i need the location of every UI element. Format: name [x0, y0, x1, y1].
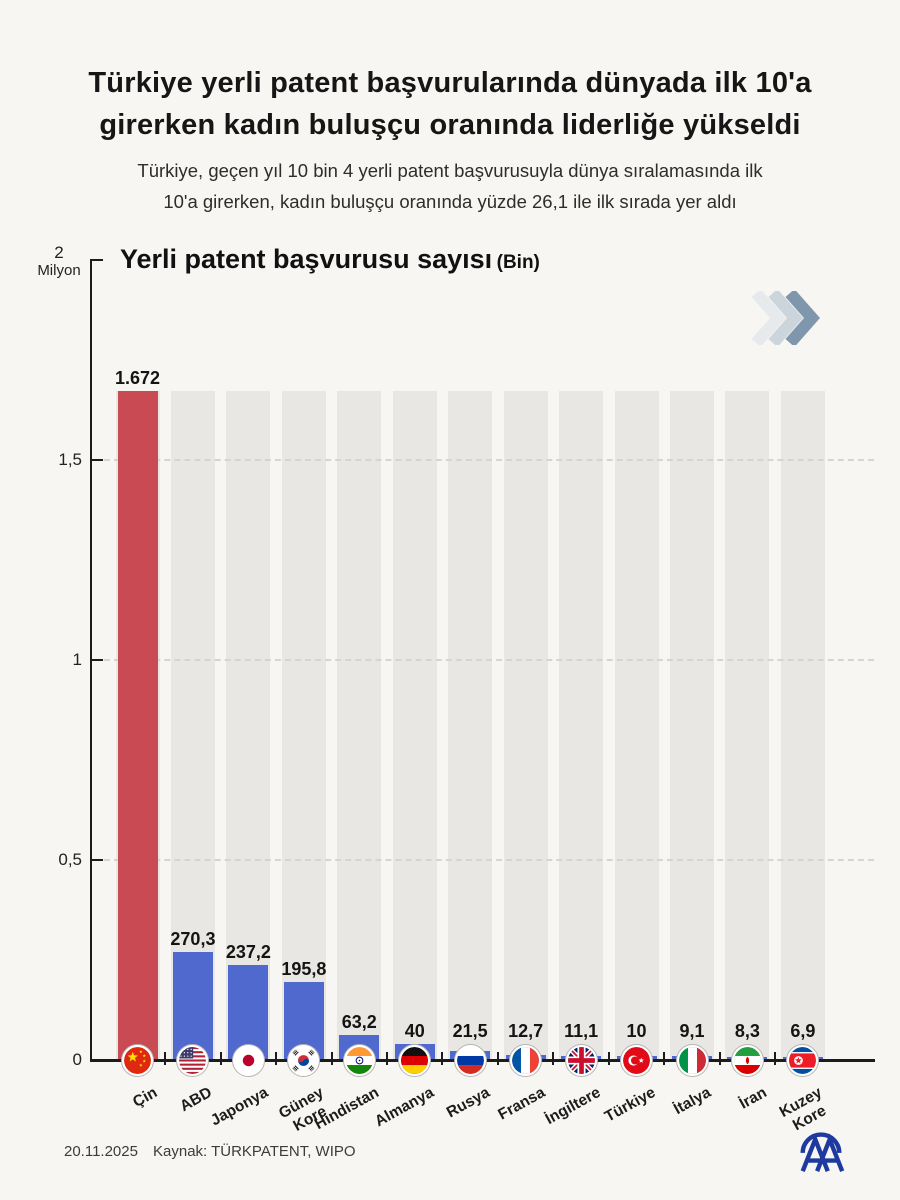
bar-value-label: 1.672 [114, 368, 161, 389]
bg-column [780, 391, 825, 1060]
bg-column [392, 391, 437, 1060]
bg-column [670, 391, 714, 1060]
x-axis-tick [330, 1052, 333, 1065]
page-subtitle-line2: 10'a girerken, kadın buluşçu oranında yü… [163, 191, 737, 212]
x-axis-tick [607, 1052, 610, 1065]
flag-icon-japan [231, 1044, 265, 1077]
x-axis-category-label: İtalya [671, 1084, 715, 1119]
bg-column [559, 391, 604, 1060]
bg-column [281, 391, 326, 1060]
y-axis-tick [90, 859, 103, 861]
y-axis-tick-label: 1 [72, 650, 82, 669]
chart-title-text: Yerli patent başvurusu sayısı [120, 244, 493, 274]
flag-icon-south-korea [287, 1044, 321, 1077]
x-axis-tick [275, 1052, 278, 1065]
x-axis-category-label: Japonya [207, 1084, 271, 1130]
page-title-line1: Türkiye yerli patent başvurularında düny… [88, 67, 812, 99]
bar-value-label: 270,3 [170, 928, 216, 949]
x-axis-tick [441, 1052, 444, 1065]
bar-value-label: 6,9 [790, 1021, 816, 1041]
x-axis-tick [164, 1052, 167, 1065]
x-axis-category-label: Türkiye [602, 1084, 659, 1126]
page-title: Türkiye yerli patent başvurularında düny… [0, 62, 900, 146]
gridline [104, 459, 874, 461]
bar-value-label: 12,7 [508, 1021, 544, 1041]
bg-column [170, 391, 215, 1060]
y-axis-top-label: 2 Milyon [30, 243, 88, 280]
flag-icon-uk [564, 1044, 598, 1077]
footer-source: Kaynak: TÜRKPATENT, WIPO [153, 1143, 356, 1160]
y-axis-unit-label: Milyon [37, 262, 81, 279]
x-axis-tick [552, 1052, 555, 1065]
bg-column [503, 391, 548, 1060]
bar-value-label: 63,2 [341, 1011, 377, 1032]
bar-ABD [172, 951, 213, 1060]
x-axis-category-label: İngiltere [542, 1084, 604, 1129]
bg-column [448, 391, 493, 1060]
x-axis-category-label: İran [736, 1084, 770, 1113]
bg-column [226, 391, 271, 1060]
bar-value-label: 10 [626, 1021, 647, 1041]
bg-column [614, 391, 659, 1060]
x-axis-category-label: ABD [177, 1084, 216, 1116]
y-axis-tick-label: 1,5 [58, 450, 82, 469]
flag-icon-usa [176, 1044, 210, 1077]
bar-value-label: 9,1 [679, 1021, 705, 1041]
bar-value-label: 237,2 [225, 942, 271, 963]
bg-column [725, 391, 770, 1060]
page-subtitle-line1: Türkiye, geçen yıl 10 bin 4 yerli patent… [137, 160, 763, 181]
y-axis-tick [90, 259, 103, 261]
y-axis-tick-label: 0 [72, 1050, 82, 1069]
bg-column [337, 391, 382, 1060]
gridline [104, 659, 874, 661]
bar-value-label: 40 [404, 1021, 425, 1041]
flag-icon-italy [675, 1044, 709, 1077]
y-axis-tick [90, 659, 103, 661]
x-axis-category-label: Fransa [495, 1084, 548, 1124]
flag-icon-germany [398, 1044, 432, 1077]
flag-icon-turkiye [620, 1044, 654, 1077]
bar-value-label: 11,1 [564, 1021, 599, 1041]
bar-value-label: 21,5 [452, 1021, 488, 1041]
y-axis-line [90, 260, 92, 1062]
x-axis-tick [663, 1052, 666, 1065]
x-axis-category-label: Rusya [443, 1084, 493, 1122]
x-axis-tick [718, 1052, 721, 1065]
x-axis-tick [496, 1052, 499, 1065]
flag-icon-india [342, 1044, 376, 1077]
x-axis-tick [386, 1052, 389, 1065]
y-axis-tick-label: 0,5 [58, 850, 82, 869]
flag-icon-russia [453, 1044, 487, 1077]
y-axis-tick [90, 459, 103, 461]
page-title-line2: girerken kadın buluşçu oranında liderliğ… [99, 109, 801, 141]
footer-date: 20.11.2025 [64, 1143, 138, 1160]
x-axis-tick [774, 1052, 777, 1065]
flag-icon-iran [730, 1044, 764, 1077]
flag-icon-china [121, 1044, 154, 1077]
flag-icon-north-korea [786, 1044, 820, 1077]
chart-unit-label: (Bin) [496, 252, 540, 273]
aa-agency-logo [795, 1126, 847, 1179]
gridline [104, 859, 874, 861]
y-axis-top-value: 2 [54, 243, 64, 262]
x-axis-category-label: Çin [129, 1084, 160, 1111]
bar-value-label: 8,3 [734, 1021, 760, 1041]
flag-icon-france [509, 1044, 543, 1077]
x-axis-tick [219, 1052, 222, 1065]
bar-value-label: 195,8 [281, 958, 327, 979]
x-axis-category-label: Almanya [372, 1084, 437, 1131]
triple-chevron-right-icon [748, 289, 826, 350]
bar-Çin [117, 391, 158, 1060]
page-subtitle: Türkiye, geçen yıl 10 bin 4 yerli patent… [0, 155, 900, 217]
chart-title: Yerli patent başvurusu sayısı (Bin) [120, 244, 540, 275]
